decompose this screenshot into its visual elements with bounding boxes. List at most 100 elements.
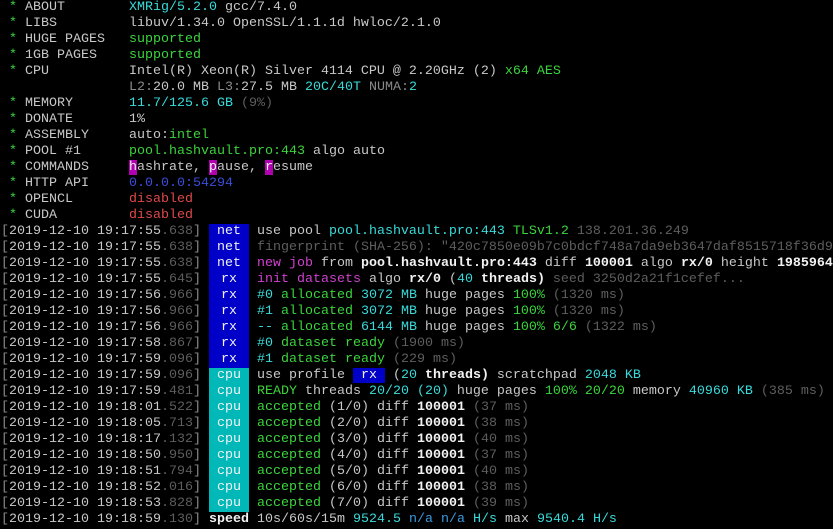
spacer bbox=[249, 256, 257, 271]
timestamp: 2019-12-10 19:17:59 bbox=[9, 368, 161, 383]
log-message: (1320 ms) bbox=[544, 288, 625, 303]
timestamp: 2019-12-10 19:17:55 bbox=[9, 240, 161, 255]
timestamp-ms: .828 bbox=[160, 496, 193, 511]
info-line: * ABOUT XMRig/5.2.0 gcc/7.4.0 bbox=[1, 0, 833, 16]
info-line: * CUDA disabled bbox=[1, 208, 833, 224]
spacer bbox=[249, 304, 257, 319]
bullet-icon: * bbox=[1, 112, 25, 127]
timestamp-ms: .016 bbox=[160, 480, 193, 495]
log-message: scratchpad bbox=[488, 368, 585, 383]
timestamp-bracket: ] bbox=[192, 416, 209, 431]
log-message: #1 bbox=[256, 352, 281, 367]
timestamp-ms: .096 bbox=[160, 368, 193, 383]
bullet-icon: * bbox=[1, 96, 25, 111]
log-tag-cpu: cpu bbox=[208, 448, 249, 464]
info-label: LIBS bbox=[25, 16, 129, 31]
log-message: accepted bbox=[256, 464, 329, 479]
timestamp-bracket: [ bbox=[1, 400, 9, 415]
log-message: (5/0) bbox=[328, 464, 369, 479]
info-line: * CPU Intel(R) Xeon(R) Silver 4114 CPU @… bbox=[1, 64, 833, 80]
timestamp-ms: .950 bbox=[160, 448, 193, 463]
log-message: 40 bbox=[456, 272, 473, 287]
log-message: diff bbox=[368, 464, 417, 479]
timestamp-bracket: [ bbox=[1, 416, 9, 431]
log-message: 100001 bbox=[416, 480, 465, 495]
indent bbox=[1, 80, 129, 95]
bullet-icon: * bbox=[1, 64, 25, 79]
log-message: huge pages bbox=[448, 384, 545, 399]
info-value: 27.5 MB bbox=[240, 80, 305, 95]
log-message: (1320 ms) bbox=[544, 304, 625, 319]
bullet-icon: * bbox=[1, 32, 25, 47]
log-message: diff bbox=[368, 416, 417, 431]
timestamp-bracket: ] bbox=[192, 480, 209, 495]
log-message: height bbox=[712, 256, 777, 271]
timestamp-bracket: [ bbox=[1, 304, 9, 319]
log-message: 6144 MB bbox=[360, 320, 417, 335]
log-line: [2019-12-10 19:18:17.132] cpu accepted (… bbox=[1, 432, 833, 448]
log-line: [2019-12-10 19:17:55.645] rx init datase… bbox=[1, 272, 833, 288]
log-message: 20/20 (20) bbox=[368, 384, 449, 399]
log-tag-rx: rx bbox=[208, 352, 249, 368]
timestamp-bracket: [ bbox=[1, 336, 9, 351]
log-message: huge pages bbox=[416, 320, 513, 335]
timestamp-ms: .966 bbox=[160, 304, 193, 319]
log-message: 100001 bbox=[416, 400, 465, 415]
info-value: 1% bbox=[128, 112, 145, 127]
info-value: ause, bbox=[216, 160, 265, 175]
timestamp-bracket: ] bbox=[192, 304, 209, 319]
spacer bbox=[249, 384, 257, 399]
info-value: L3: bbox=[216, 80, 241, 95]
log-message: accepted bbox=[256, 400, 329, 415]
log-line: [2019-12-10 19:18:53.828] cpu accepted (… bbox=[1, 496, 833, 512]
timestamp: 2019-12-10 19:18:17 bbox=[9, 432, 161, 447]
timestamp-ms: .867 bbox=[160, 336, 193, 351]
log-message: init datasets bbox=[256, 272, 361, 287]
info-line: * LIBS libuv/1.34.0 OpenSSL/1.1.1d hwloc… bbox=[1, 16, 833, 32]
log-message: (40 ms) bbox=[464, 432, 529, 447]
log-message: #0 bbox=[256, 336, 281, 351]
timestamp-bracket: ] bbox=[192, 336, 209, 351]
log-line: [2019-12-10 19:17:56.966] rx -- allocate… bbox=[1, 320, 833, 336]
log-message: rx bbox=[352, 368, 385, 383]
timestamp-bracket: ] bbox=[192, 288, 209, 303]
info-label: HUGE PAGES bbox=[25, 32, 129, 47]
info-line: * HTTP API 0.0.0.0:54294 bbox=[1, 176, 833, 192]
log-message: ( bbox=[440, 272, 457, 287]
timestamp-ms: .096 bbox=[160, 352, 193, 367]
log-line: [2019-12-10 19:18:01.522] cpu accepted (… bbox=[1, 400, 833, 416]
log-message: (37 ms) bbox=[464, 400, 529, 415]
log-message: accepted bbox=[256, 496, 329, 511]
log-message: (37 ms) bbox=[464, 448, 529, 463]
timestamp-bracket: ] bbox=[192, 432, 209, 447]
log-message: (3/0) bbox=[328, 432, 369, 447]
log-message: (38 ms) bbox=[464, 480, 529, 495]
info-value: intel bbox=[168, 128, 209, 143]
log-message: 10s/60s/15m bbox=[256, 512, 353, 527]
log-message: speed bbox=[208, 512, 257, 527]
log-message: (2/0) bbox=[328, 416, 369, 431]
bullet-icon: * bbox=[1, 0, 25, 15]
log-message: 9524.5 bbox=[352, 512, 409, 527]
timestamp-bracket: ] bbox=[192, 384, 209, 399]
timestamp-bracket: ] bbox=[192, 400, 209, 415]
info-value: x64 AES bbox=[504, 64, 561, 79]
log-message: max bbox=[496, 512, 537, 527]
info-label: 1GB PAGES bbox=[25, 48, 129, 63]
timestamp: 2019-12-10 19:18:51 bbox=[9, 464, 161, 479]
timestamp-bracket: [ bbox=[1, 368, 9, 383]
timestamp-bracket: ] bbox=[192, 464, 209, 479]
timestamp: 2019-12-10 19:18:05 bbox=[9, 416, 161, 431]
log-message: 3072 MB bbox=[360, 304, 417, 319]
timestamp-ms: .638 bbox=[160, 240, 193, 255]
info-line: * DONATE 1% bbox=[1, 112, 833, 128]
bullet-icon: * bbox=[1, 144, 25, 159]
timestamp-bracket: ] bbox=[192, 512, 209, 527]
timestamp-bracket: [ bbox=[1, 496, 9, 511]
log-message: accepted bbox=[256, 432, 329, 447]
log-message: 100001 bbox=[416, 432, 465, 447]
timestamp-ms: .645 bbox=[160, 272, 193, 287]
log-message: allocated bbox=[280, 288, 361, 303]
log-message: accepted bbox=[256, 416, 329, 431]
